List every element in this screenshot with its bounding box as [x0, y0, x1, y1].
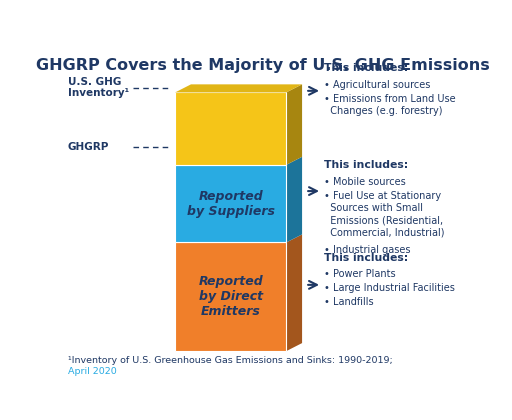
Text: This includes:: This includes:	[324, 252, 408, 262]
Text: U.S. GHG
Inventory¹: U.S. GHG Inventory¹	[68, 77, 129, 98]
Text: • Industrial gases: • Industrial gases	[324, 245, 411, 255]
Text: • Power Plants: • Power Plants	[324, 269, 396, 279]
Text: Reported
by Suppliers: Reported by Suppliers	[187, 190, 274, 218]
Polygon shape	[286, 234, 302, 351]
Text: GHGRP Covers the Majority of U.S. GHG Emissions: GHGRP Covers the Majority of U.S. GHG Em…	[35, 58, 489, 74]
Bar	[175, 165, 286, 242]
Text: • Landfills: • Landfills	[324, 297, 374, 307]
Text: • Mobile sources: • Mobile sources	[324, 177, 406, 187]
Text: GHGRP: GHGRP	[68, 142, 110, 152]
Polygon shape	[286, 84, 302, 165]
Text: • Agricultural sources: • Agricultural sources	[324, 80, 430, 90]
Text: • Fuel Use at Stationary
  Sources with Small
  Emissions (Residential,
  Commer: • Fuel Use at Stationary Sources with Sm…	[324, 191, 444, 238]
Text: April 2020: April 2020	[68, 367, 117, 375]
Bar	[175, 242, 286, 351]
Polygon shape	[175, 84, 302, 92]
Text: • Emissions from Land Use
  Changes (e.g. forestry): • Emissions from Land Use Changes (e.g. …	[324, 94, 456, 116]
Bar	[175, 92, 286, 165]
Polygon shape	[286, 157, 302, 242]
Text: This includes:: This includes:	[324, 63, 408, 73]
Text: This includes:: This includes:	[324, 160, 408, 171]
Text: ¹Inventory of U.S. Greenhouse Gas Emissions and Sinks: 1990-2019;: ¹Inventory of U.S. Greenhouse Gas Emissi…	[68, 356, 393, 365]
Text: • Large Industrial Facilities: • Large Industrial Facilities	[324, 283, 455, 293]
Text: Reported
by Direct
Emitters: Reported by Direct Emitters	[198, 276, 263, 318]
